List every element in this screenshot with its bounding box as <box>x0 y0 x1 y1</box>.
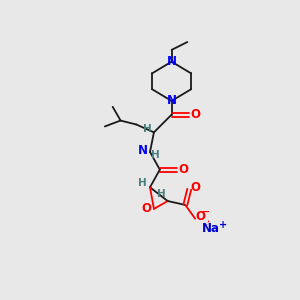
Text: O: O <box>178 163 188 176</box>
Text: H: H <box>151 150 159 160</box>
Text: O: O <box>190 108 200 121</box>
Text: O: O <box>190 181 200 194</box>
Text: N: N <box>138 145 148 158</box>
Text: O: O <box>141 202 151 215</box>
Text: N: N <box>167 94 177 107</box>
Text: −: − <box>202 207 210 217</box>
Text: H: H <box>158 189 166 199</box>
Text: H: H <box>143 124 152 134</box>
Text: O: O <box>195 210 205 223</box>
Text: H: H <box>138 178 146 188</box>
Text: Na: Na <box>202 222 220 235</box>
Text: N: N <box>167 55 177 68</box>
Text: +: + <box>219 220 227 230</box>
